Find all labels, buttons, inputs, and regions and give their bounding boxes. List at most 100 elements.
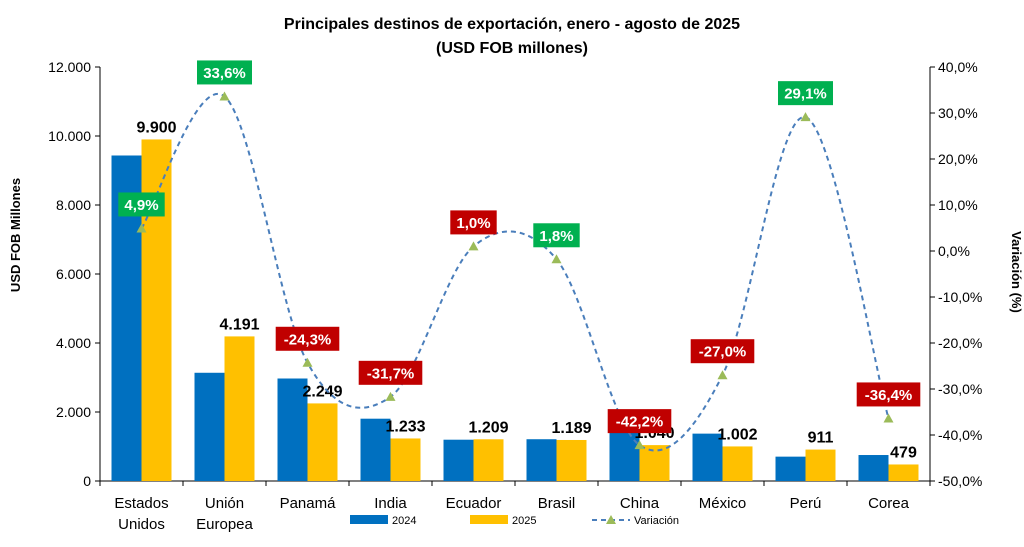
x-category-label: Europea [196,516,253,533]
variation-marker [634,440,645,450]
variation-label-box [118,192,165,217]
bar-2024 [858,455,889,481]
legend-label-2025: 2025 [512,515,536,527]
bar-2024 [775,456,806,481]
y-tick-label: 2.000 [56,404,91,420]
variation-label-text: 33,6% [203,65,246,82]
legend-marker-variation [606,515,616,524]
bar-2025 [224,336,255,481]
variation-label-box [197,60,252,85]
variation-marker [800,112,811,122]
axes: 0 2.000 4.000 6.000 8.000 10.000 12.000 -50,0% -… [48,59,982,489]
y2-tick-label: -50,0% [938,473,982,489]
variation-label-text: -42,2% [616,414,664,431]
y2-tick-label: -20,0% [938,335,982,351]
y2-tick-label: 20,0% [938,151,978,167]
bar-2024 [692,433,723,481]
y2-tick-label: 40,0% [938,59,978,75]
x-category-label: Corea [868,495,910,512]
variation-label-text: 1,0% [456,215,490,232]
y2-tick-label: 0,0% [938,243,970,259]
legend-swatch-2024 [350,515,388,524]
bar-2025 [888,464,919,481]
x-category-label: Perú [790,495,822,512]
variation-marker [219,91,230,101]
variation-label-box [607,409,672,434]
variation-label-text: -31,7% [367,365,415,382]
variation-label-box [450,210,497,235]
y-tick-label: 6.000 [56,266,91,282]
x-axis-labels: Estados Unidos Unión Europea Panamá India Ecua… [114,495,909,533]
x-category-label: China [620,495,660,512]
bar-2025 [639,445,670,481]
bar-2025 [473,439,504,481]
variation-label-box [358,360,423,385]
variation-label-text: -36,4% [865,387,913,404]
variation-label-box [275,326,340,351]
x-category-label: Unión [205,495,244,512]
y2-tick-label: -10,0% [938,289,982,305]
bar-2025 [722,446,753,481]
y-tick-label: 4.000 [56,335,91,351]
y-tick-label: 10.000 [48,128,91,144]
variation-label-box [778,81,833,106]
bar-value-label: 1.233 [385,418,425,435]
x-category-label: Brasil [538,495,576,512]
x-category-label: Estados [114,495,168,512]
x-category-label: Panamá [280,495,337,512]
x-category-label: Ecuador [446,495,502,512]
variation-series [136,91,894,452]
bar-2025 [390,438,421,481]
variation-marker [468,241,479,251]
x-category-label: México [699,495,747,512]
bar-value-label: 1.189 [551,420,591,437]
y2-tick-label: 10,0% [938,197,978,213]
bar-value-label: 1.002 [717,426,757,443]
bar-value-label: 479 [890,444,917,461]
bar-2025 [556,439,587,481]
bar-value-label: 2.249 [302,383,342,400]
variation-line-path [140,92,890,452]
bar-2024 [194,372,225,481]
x-category-label: Unidos [118,516,165,533]
variation-label-box [690,339,755,364]
secondary-y-axis-label: Variación (%) [1009,231,1024,313]
bar-2024 [360,418,391,481]
variation-label-text: -24,3% [284,331,332,348]
variation-marker [883,413,894,423]
legend-swatch-2025 [470,515,508,524]
x-category-label: India [374,495,407,512]
y-tick-label: 0 [83,473,91,489]
bar-2024 [443,439,474,481]
bar-2024 [277,378,308,481]
bar-2024 [526,439,557,481]
legend: 2024 2025 Variación [350,515,679,527]
variation-label-text: 29,1% [784,86,827,103]
chart-title: Principales destinos de exportación, ene… [284,16,740,33]
y2-tick-label: -40,0% [938,427,982,443]
y-tick-label: 8.000 [56,197,91,213]
chart-subtitle: (USD FOB millones) [436,40,588,57]
bar-value-label: 9.900 [136,119,176,136]
bar-value-label: 1.209 [468,419,508,436]
variation-marker [385,391,396,401]
y2-tick-label: -30,0% [938,381,982,397]
bars [111,139,919,481]
variation-labels: 4,9% 33,6% -24,3% -31,7% 1,0% 1,8% -42,2% -27,0… [118,60,921,434]
variation-marker [302,357,313,367]
variation-marker [136,223,147,233]
variation-label-text: 4,9% [124,197,158,214]
variation-label-box [856,382,921,407]
bar-2025 [805,449,836,481]
bar-value-label: 911 [808,430,834,447]
legend-label-variation: Variación [634,515,679,527]
y-tick-label: 12.000 [48,59,91,75]
variation-label-text: -27,0% [699,344,747,361]
bar-2025 [141,139,172,481]
y-axis-label: USD FOB Millones [8,178,23,292]
legend-label-2024: 2024 [392,515,416,527]
y2-tick-label: 30,0% [938,105,978,121]
bar-2025 [307,403,338,481]
